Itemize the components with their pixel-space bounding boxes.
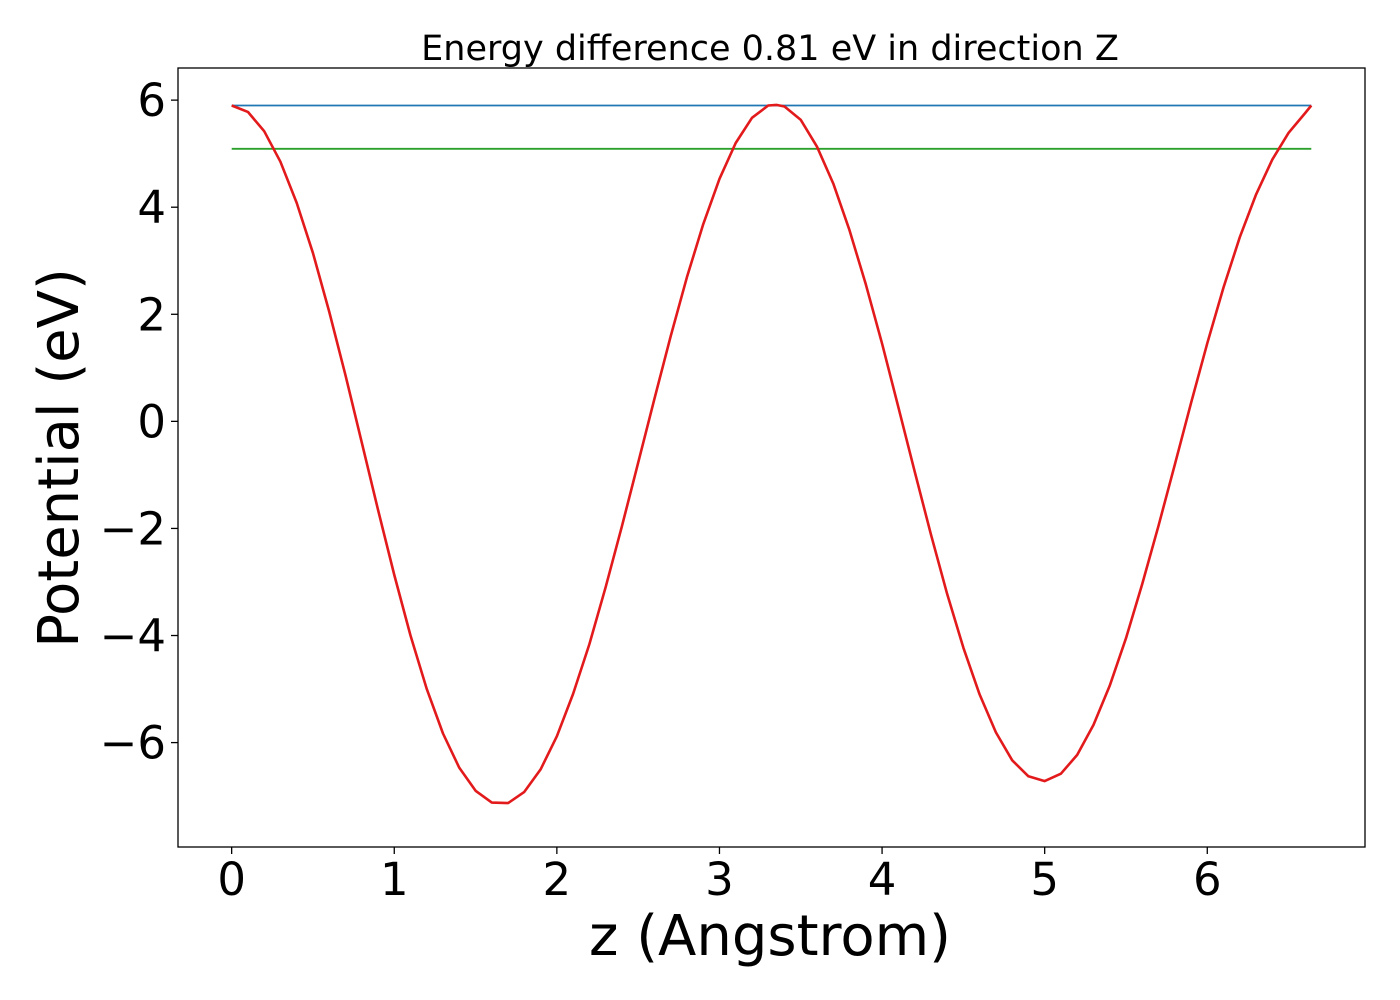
y-tick-label: 2 xyxy=(137,288,166,341)
x-tick-label: 5 xyxy=(1030,853,1059,906)
y-axis: −6 −4 −2 0 2 4 6 xyxy=(100,74,178,770)
axes-frame xyxy=(177,67,1366,848)
x-tick-label: 2 xyxy=(543,853,572,906)
y-tick-label: 0 xyxy=(137,395,166,448)
x-tick-label: 0 xyxy=(217,853,246,906)
y-tick-label: −2 xyxy=(100,502,166,555)
y-tick-label: −4 xyxy=(100,610,166,663)
chart-title: Energy difference 0.81 eV in direction Z xyxy=(421,29,1119,69)
y-tick-label: 4 xyxy=(137,181,166,234)
x-tick-label: 6 xyxy=(1193,853,1222,906)
plot-area xyxy=(231,103,1313,805)
y-axis-label: Potential (eV) xyxy=(27,268,92,648)
x-tick-label: 3 xyxy=(705,853,734,906)
y-tick-label: 6 xyxy=(137,74,166,127)
x-axis: 0 1 2 3 4 5 6 xyxy=(217,847,1222,906)
potential-curve xyxy=(231,103,1313,805)
x-tick-label: 1 xyxy=(380,853,409,906)
x-axis-label: z (Angstrom) xyxy=(589,904,951,969)
x-tick-label: 4 xyxy=(868,853,897,906)
y-tick-label: −6 xyxy=(100,717,166,770)
